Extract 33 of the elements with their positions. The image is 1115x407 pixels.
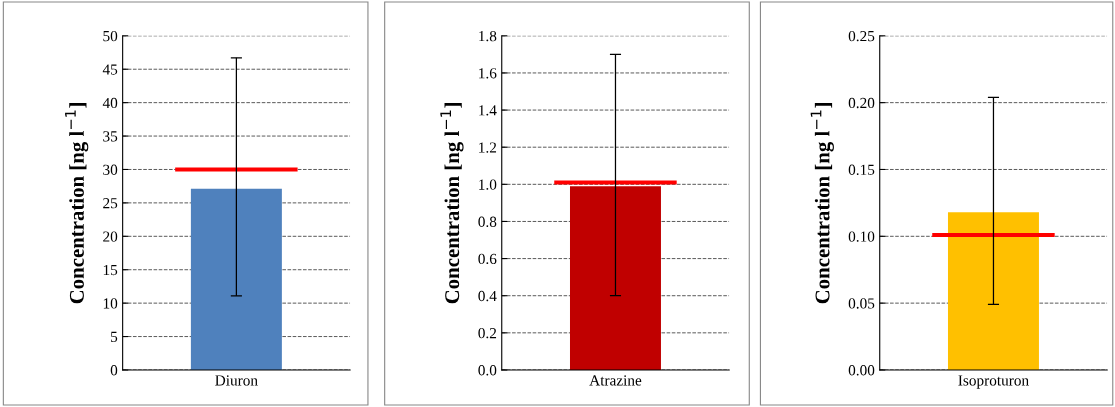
y-tick-label: 35 [103,131,118,142]
y-tick-label: 1.2 [479,142,497,153]
x-tick-label: Diuron [215,375,258,386]
y-tick-label: 0.2 [478,327,497,339]
y-tick-label: 0.25 [848,30,875,42]
y-tick-label: 0.00 [848,365,875,376]
y-tick-label: 0.15 [848,164,875,175]
y-axis-title: Concentration [ng l$^{−1}$] [440,103,464,304]
y-tick-label: 10 [103,298,118,309]
x-tick-label: Atrazine [589,375,642,386]
y-tick-label: 1.0 [479,179,497,190]
y-tick-label: 20 [103,231,118,242]
y-axis-title: Concentration [ng l$^{−1}$] [810,103,834,304]
y-tick-label: 40 [102,97,118,109]
y-tick-label: 5 [111,331,118,342]
y-tick-label: 50 [103,30,118,42]
y-tick-label: 0.4 [478,290,497,302]
y-tick-label: 1.4 [479,105,497,116]
y-tick-label: 0.6 [478,253,497,265]
y-tick-label: 0 [110,365,118,376]
y-tick-label: 25 [103,198,118,209]
y-axis-title: Concentration [ng l$^{−1}$] [65,103,89,304]
y-tick-label: 0.0 [478,365,497,376]
x-tick-label: Isoproturon [958,375,1029,389]
y-tick-label: 45 [102,64,118,75]
y-tick-label: 15 [103,264,118,276]
y-tick-label: 0.05 [848,298,875,309]
y-tick-label: 0.10 [848,231,875,242]
y-tick-label: 30 [103,164,118,175]
y-tick-label: 1.8 [479,30,497,42]
y-tick-label: 0.20 [848,97,875,109]
y-tick-label: 0.8 [478,216,497,227]
y-tick-label: 1.6 [479,68,497,79]
